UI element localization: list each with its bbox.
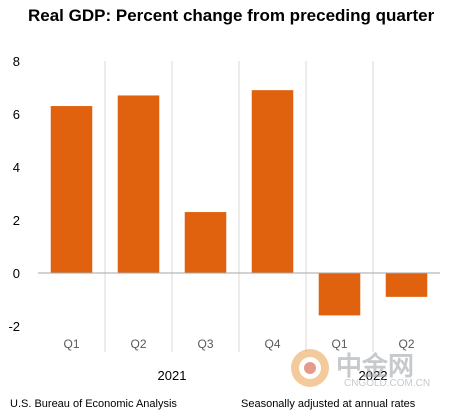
year-labels: 2021 2022	[158, 368, 388, 383]
year-label: 2021	[158, 368, 187, 383]
bar	[184, 212, 227, 273]
watermark-logo-icon	[291, 349, 329, 387]
bar	[318, 273, 361, 316]
source-note: U.S. Bureau of Economic Analysis	[10, 398, 177, 410]
bar	[50, 106, 93, 273]
category-separators	[104, 61, 374, 352]
x-tick-label: Q1	[331, 337, 347, 351]
watermark-url: CNGOLD.COM.CN	[344, 378, 431, 389]
watermark: 中金网 CNGOLD.COM.CN	[288, 346, 438, 396]
y-tick-label: -2	[8, 319, 20, 334]
x-tick-label: Q1	[63, 337, 79, 351]
x-tick-label: Q3	[197, 337, 213, 351]
year-label: 2022	[359, 368, 388, 383]
y-tick-label: 6	[13, 107, 20, 122]
bars	[50, 90, 428, 316]
bar	[117, 95, 160, 273]
y-tick-label: 4	[13, 160, 20, 175]
adjustment-note: Seasonally adjusted at annual rates	[241, 398, 416, 410]
x-tick-labels: Q1 Q2 Q3 Q4 Q1 Q2	[63, 337, 414, 351]
y-tick-label: 8	[13, 54, 20, 69]
y-tick-labels: -2 0 2 4 6 8	[8, 54, 20, 334]
y-tick-label: 2	[13, 213, 20, 228]
x-tick-label: Q4	[264, 337, 280, 351]
x-tick-label: Q2	[130, 337, 146, 351]
watermark-text: 中金网	[336, 352, 415, 382]
x-tick-label: Q2	[398, 337, 414, 351]
bar	[251, 90, 294, 274]
bar	[385, 273, 428, 297]
y-tick-label: 0	[13, 266, 20, 281]
chart-title: Real GDP: Percent change from preceding …	[28, 6, 435, 25]
